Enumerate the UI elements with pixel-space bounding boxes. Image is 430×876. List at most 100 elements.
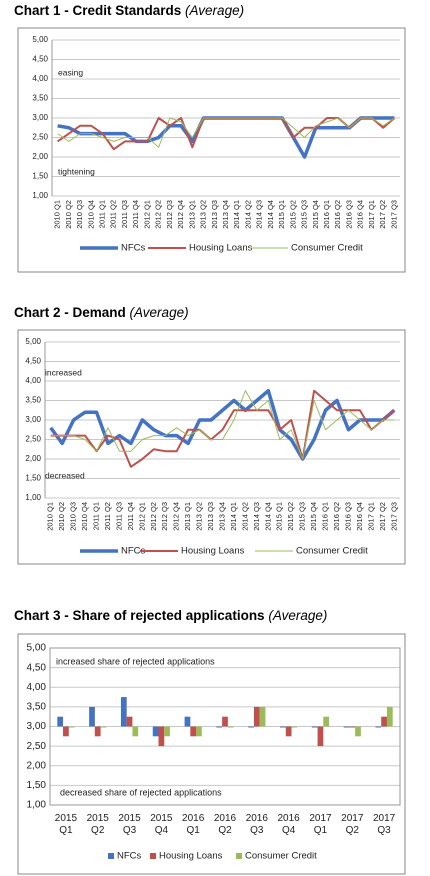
y-tick-label: 1,50 — [27, 780, 47, 791]
legend-label: Consumer Credit — [291, 243, 363, 254]
x-tick-label: 2011 Q3 — [114, 502, 123, 530]
legend-swatch — [150, 853, 156, 859]
y-tick-label: 1,50 — [25, 474, 41, 483]
legend-label: Consumer Credit — [245, 851, 317, 862]
bar — [190, 726, 197, 737]
bar — [222, 716, 228, 727]
series-line — [50, 389, 395, 468]
x-tick-label: 2010 Q3 — [75, 200, 84, 229]
x-tick-label: 2011 Q1 — [92, 502, 101, 530]
legend-label: Consumer Credit — [296, 546, 368, 557]
x-tick-label: 2015 Q4 — [311, 200, 320, 229]
legend-swatch — [236, 853, 242, 859]
legend-label: NFCs — [121, 546, 146, 557]
y-tick-label: 1,00 — [32, 191, 48, 200]
x-tick-label: 2017 Q2 — [378, 502, 387, 531]
x-tick-label: 2013 Q4 — [217, 502, 226, 531]
x-tick-label: 2014 Q2 — [240, 502, 249, 531]
x-tick-label: 2010 Q1 — [53, 200, 62, 229]
title-text: Chart 1 - Credit Standards — [14, 3, 182, 18]
bar — [291, 726, 298, 728]
annotation: decreased share of rejected applications — [60, 787, 222, 797]
y-tick-label: 4,50 — [32, 55, 48, 64]
y-tick-label: 4,00 — [27, 682, 47, 693]
bar — [386, 706, 393, 727]
x-tick-label: 2015 Q3 — [298, 502, 307, 531]
x-tick-label: 2012 Q3 — [165, 200, 174, 229]
title-text: Chart 2 - Demand — [14, 305, 126, 320]
x-tick-label: 2010 Q4 — [80, 502, 89, 531]
subtitle-text: (Average) — [185, 3, 245, 18]
y-tick-label: 1,50 — [32, 172, 48, 181]
x-tick-label: 2010 Q4 — [86, 200, 95, 229]
x-tick-label: 2012 Q2 — [149, 502, 158, 531]
x-tick-label: 2016 Q3 — [245, 813, 268, 836]
x-tick-label: 2016 Q2 — [333, 200, 342, 229]
bar — [63, 726, 69, 737]
bar — [349, 726, 356, 728]
legend-label: Housing Loans — [159, 851, 223, 862]
bar — [216, 726, 223, 728]
x-tick-label: 2010 Q1 — [46, 502, 55, 531]
x-tick-label: 2014 Q1 — [232, 200, 241, 229]
bar — [126, 716, 133, 727]
bar — [158, 726, 165, 747]
x-tick-label: 2014 Q2 — [243, 200, 252, 229]
bar — [323, 716, 330, 727]
x-tick-label: 2014 Q4 — [263, 502, 272, 531]
bar — [253, 706, 260, 727]
x-tick-label: 2013 Q3 — [206, 502, 215, 531]
x-tick-label: 2016 Q4 — [356, 200, 365, 229]
x-tick-label: 2012 Q4 — [172, 502, 181, 531]
x-tick-label: 2010 Q2 — [57, 502, 66, 531]
y-tick-label: 3,00 — [32, 113, 48, 122]
legend-label: Housing Loans — [181, 546, 245, 557]
series-line — [49, 389, 396, 461]
plot-frame — [49, 647, 401, 806]
subtitle-text: (Average) — [129, 305, 189, 320]
x-tick-label: 2011 Q3 — [120, 200, 129, 228]
x-tick-label: 2015 Q1 — [54, 813, 78, 836]
bar — [259, 706, 266, 727]
x-tick-label: 2017 Q3 — [389, 200, 398, 229]
x-tick-label: 2017 Q2 — [341, 813, 364, 836]
chart-frame — [17, 27, 406, 273]
x-tick-label: 2012 Q4 — [176, 200, 185, 229]
bar — [311, 726, 318, 728]
series-line — [50, 390, 395, 460]
bar — [285, 726, 292, 737]
annotation: increased share of rejected applications — [56, 656, 215, 666]
series-line — [57, 117, 395, 148]
x-tick-label: 2016 Q2 — [213, 813, 237, 836]
bar — [375, 726, 382, 728]
legend-label: Housing Loans — [189, 243, 253, 254]
legend-label: NFCs — [117, 851, 142, 862]
x-tick-label: 2016 Q4 — [355, 502, 364, 531]
x-tick-label: 2013 Q1 — [187, 200, 196, 229]
bar — [280, 726, 286, 728]
y-tick-label: 3,00 — [27, 721, 47, 732]
x-tick-label: 2015 Q3 — [300, 200, 309, 229]
subtitle-text: (Average) — [268, 608, 328, 623]
y-tick-label: 3,50 — [32, 94, 48, 103]
x-tick-label: 2010 Q2 — [64, 200, 73, 229]
bar — [68, 726, 75, 728]
x-tick-label: 2016 Q3 — [344, 200, 353, 229]
y-tick-label: 4,00 — [32, 74, 48, 83]
x-tick-label: 2016 Q2 — [332, 502, 341, 531]
x-tick-label: 2017 Q1 — [367, 200, 376, 229]
bar — [94, 726, 101, 737]
bar — [343, 726, 350, 728]
y-tick-label: 2,00 — [32, 152, 48, 161]
annotation: decreased — [45, 470, 85, 480]
y-tick-label: 5,00 — [25, 337, 41, 346]
x-tick-label: 2016 Q1 — [322, 200, 331, 229]
y-tick-label: 3,50 — [27, 702, 47, 713]
bar — [152, 726, 159, 737]
x-tick-label: 2017 Q1 — [309, 813, 332, 836]
bar — [184, 716, 191, 727]
x-tick-label: 2015 Q2 — [286, 502, 295, 531]
y-tick-label: 2,00 — [27, 760, 47, 771]
